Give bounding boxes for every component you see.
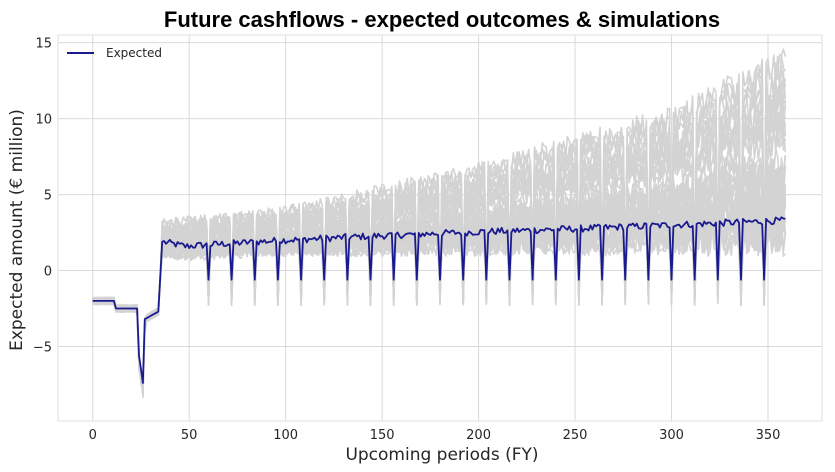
y-tick-label: 10 [35, 113, 52, 128]
y-tick-label: 0 [44, 265, 52, 280]
x-tick-label: 350 [756, 428, 781, 443]
legend: Expected [67, 46, 162, 60]
x-tick-label: 250 [563, 428, 588, 443]
y-tick-label: −5 [33, 341, 52, 356]
y-tick-label: 5 [44, 189, 52, 204]
simulation-lines [91, 48, 787, 398]
x-tick-label: 300 [659, 428, 684, 443]
x-tick-label: 100 [273, 428, 298, 443]
x-tick-label: 150 [370, 428, 395, 443]
y-axis-label: Expected amount (€ million) [7, 109, 27, 351]
x-axis-label: Upcoming periods (FY) [345, 445, 538, 465]
expected-line [92, 216, 786, 384]
chart-title: Future cashflows - expected outcomes & s… [164, 7, 720, 32]
x-tick-label: 0 [89, 428, 97, 443]
y-tick-labels: −5 0 5 10 15 [33, 37, 52, 356]
plot-frame [57, 34, 823, 422]
y-tick-label: 15 [35, 37, 52, 52]
expected-series [92, 216, 786, 384]
x-tick-labels: 0 50 100 150 200 250 300 350 [89, 428, 781, 443]
x-tick-label: 200 [466, 428, 491, 443]
x-tick-label: 50 [181, 428, 198, 443]
legend-expected-label: Expected [106, 46, 162, 60]
